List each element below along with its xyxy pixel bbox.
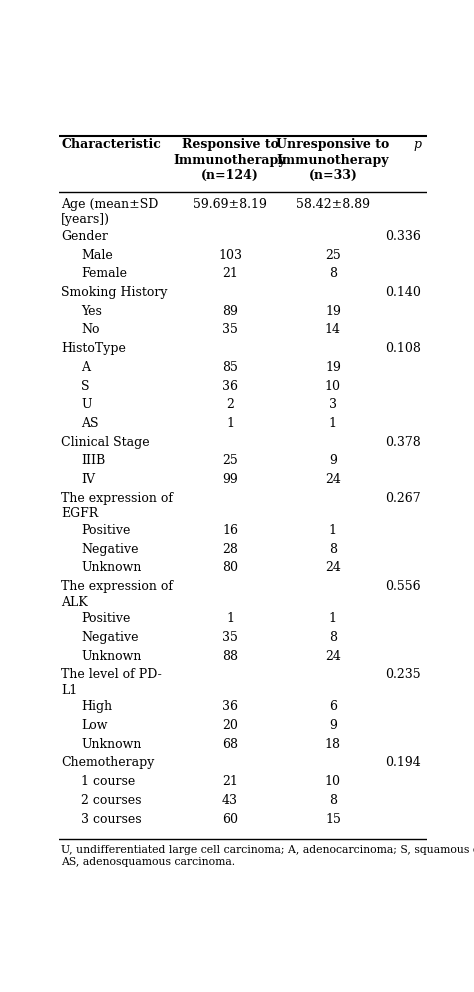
- Text: Positive: Positive: [82, 524, 131, 537]
- Text: 21: 21: [222, 775, 238, 789]
- Text: 20: 20: [222, 719, 238, 732]
- Text: 8: 8: [329, 794, 337, 806]
- Text: Age (mean±SD
[years]): Age (mean±SD [years]): [61, 197, 158, 226]
- Text: AS: AS: [82, 417, 99, 430]
- Text: Responsive to
Immunotherapy
(n=124): Responsive to Immunotherapy (n=124): [174, 138, 286, 183]
- Text: Smoking History: Smoking History: [61, 286, 168, 299]
- Text: 68: 68: [222, 738, 238, 751]
- Text: 88: 88: [222, 650, 238, 663]
- Text: U: U: [82, 398, 92, 412]
- Text: Clinical Stage: Clinical Stage: [61, 435, 150, 448]
- Text: 15: 15: [325, 812, 341, 825]
- Text: 10: 10: [325, 775, 341, 789]
- Text: 99: 99: [222, 473, 238, 486]
- Text: 0.378: 0.378: [385, 435, 421, 448]
- Text: 2 courses: 2 courses: [82, 794, 142, 806]
- Text: 36: 36: [222, 380, 238, 393]
- Text: 6: 6: [329, 700, 337, 713]
- Text: 0.108: 0.108: [385, 342, 421, 355]
- Text: p: p: [413, 138, 421, 151]
- Text: 80: 80: [222, 561, 238, 574]
- Text: 2: 2: [226, 398, 234, 412]
- Text: 8: 8: [329, 267, 337, 280]
- Text: 0.235: 0.235: [385, 669, 421, 682]
- Text: Low: Low: [82, 719, 108, 732]
- Text: 9: 9: [329, 454, 337, 467]
- Text: 59.69±8.19: 59.69±8.19: [193, 197, 267, 210]
- Text: 19: 19: [325, 305, 341, 317]
- Text: 25: 25: [222, 454, 238, 467]
- Text: Characteristic: Characteristic: [61, 138, 161, 151]
- Text: 0.140: 0.140: [385, 286, 421, 299]
- Text: 1: 1: [226, 417, 234, 430]
- Text: Unknown: Unknown: [82, 561, 142, 574]
- Text: 1: 1: [226, 612, 234, 625]
- Text: 60: 60: [222, 812, 238, 825]
- Text: 0.556: 0.556: [385, 580, 421, 593]
- Text: IIIB: IIIB: [82, 454, 106, 467]
- Text: 8: 8: [329, 543, 337, 556]
- Text: 9: 9: [329, 719, 337, 732]
- Text: Negative: Negative: [82, 631, 139, 644]
- Text: A: A: [82, 361, 90, 374]
- Text: The expression of
ALK: The expression of ALK: [61, 580, 173, 608]
- Text: 0.194: 0.194: [385, 757, 421, 770]
- Text: 35: 35: [222, 323, 238, 336]
- Text: Chemotherapy: Chemotherapy: [61, 757, 155, 770]
- Text: 36: 36: [222, 700, 238, 713]
- Text: Negative: Negative: [82, 543, 139, 556]
- Text: 24: 24: [325, 473, 341, 486]
- Text: 10: 10: [325, 380, 341, 393]
- Text: 3 courses: 3 courses: [82, 812, 142, 825]
- Text: 16: 16: [222, 524, 238, 537]
- Text: 85: 85: [222, 361, 238, 374]
- Text: 0.336: 0.336: [385, 230, 421, 243]
- Text: 8: 8: [329, 631, 337, 644]
- Text: 1 course: 1 course: [82, 775, 136, 789]
- Text: Unknown: Unknown: [82, 650, 142, 663]
- Text: U, undifferentiated large cell carcinoma; A, adenocarcinoma; S, squamous cell ca: U, undifferentiated large cell carcinoma…: [61, 845, 474, 867]
- Text: Gender: Gender: [61, 230, 108, 243]
- Text: 28: 28: [222, 543, 238, 556]
- Text: 35: 35: [222, 631, 238, 644]
- Text: The expression of
EGFR: The expression of EGFR: [61, 492, 173, 520]
- Text: No: No: [82, 323, 100, 336]
- Text: Yes: Yes: [82, 305, 102, 317]
- Text: Unknown: Unknown: [82, 738, 142, 751]
- Text: The level of PD-
L1: The level of PD- L1: [61, 669, 162, 696]
- Text: 24: 24: [325, 650, 341, 663]
- Text: 25: 25: [325, 249, 341, 262]
- Text: 19: 19: [325, 361, 341, 374]
- Text: 0.267: 0.267: [385, 492, 421, 505]
- Text: Positive: Positive: [82, 612, 131, 625]
- Text: HistoType: HistoType: [61, 342, 126, 355]
- Text: Male: Male: [82, 249, 113, 262]
- Text: High: High: [82, 700, 112, 713]
- Text: IV: IV: [82, 473, 95, 486]
- Text: 89: 89: [222, 305, 238, 317]
- Text: Unresponsive to
Immunotherapy
(n=33): Unresponsive to Immunotherapy (n=33): [276, 138, 390, 183]
- Text: 58.42±8.89: 58.42±8.89: [296, 197, 370, 210]
- Text: 1: 1: [329, 417, 337, 430]
- Text: 21: 21: [222, 267, 238, 280]
- Text: 3: 3: [329, 398, 337, 412]
- Text: S: S: [82, 380, 90, 393]
- Text: Female: Female: [82, 267, 128, 280]
- Text: 24: 24: [325, 561, 341, 574]
- Text: 103: 103: [218, 249, 242, 262]
- Text: 14: 14: [325, 323, 341, 336]
- Text: 18: 18: [325, 738, 341, 751]
- Text: 1: 1: [329, 524, 337, 537]
- Text: 43: 43: [222, 794, 238, 806]
- Text: 1: 1: [329, 612, 337, 625]
